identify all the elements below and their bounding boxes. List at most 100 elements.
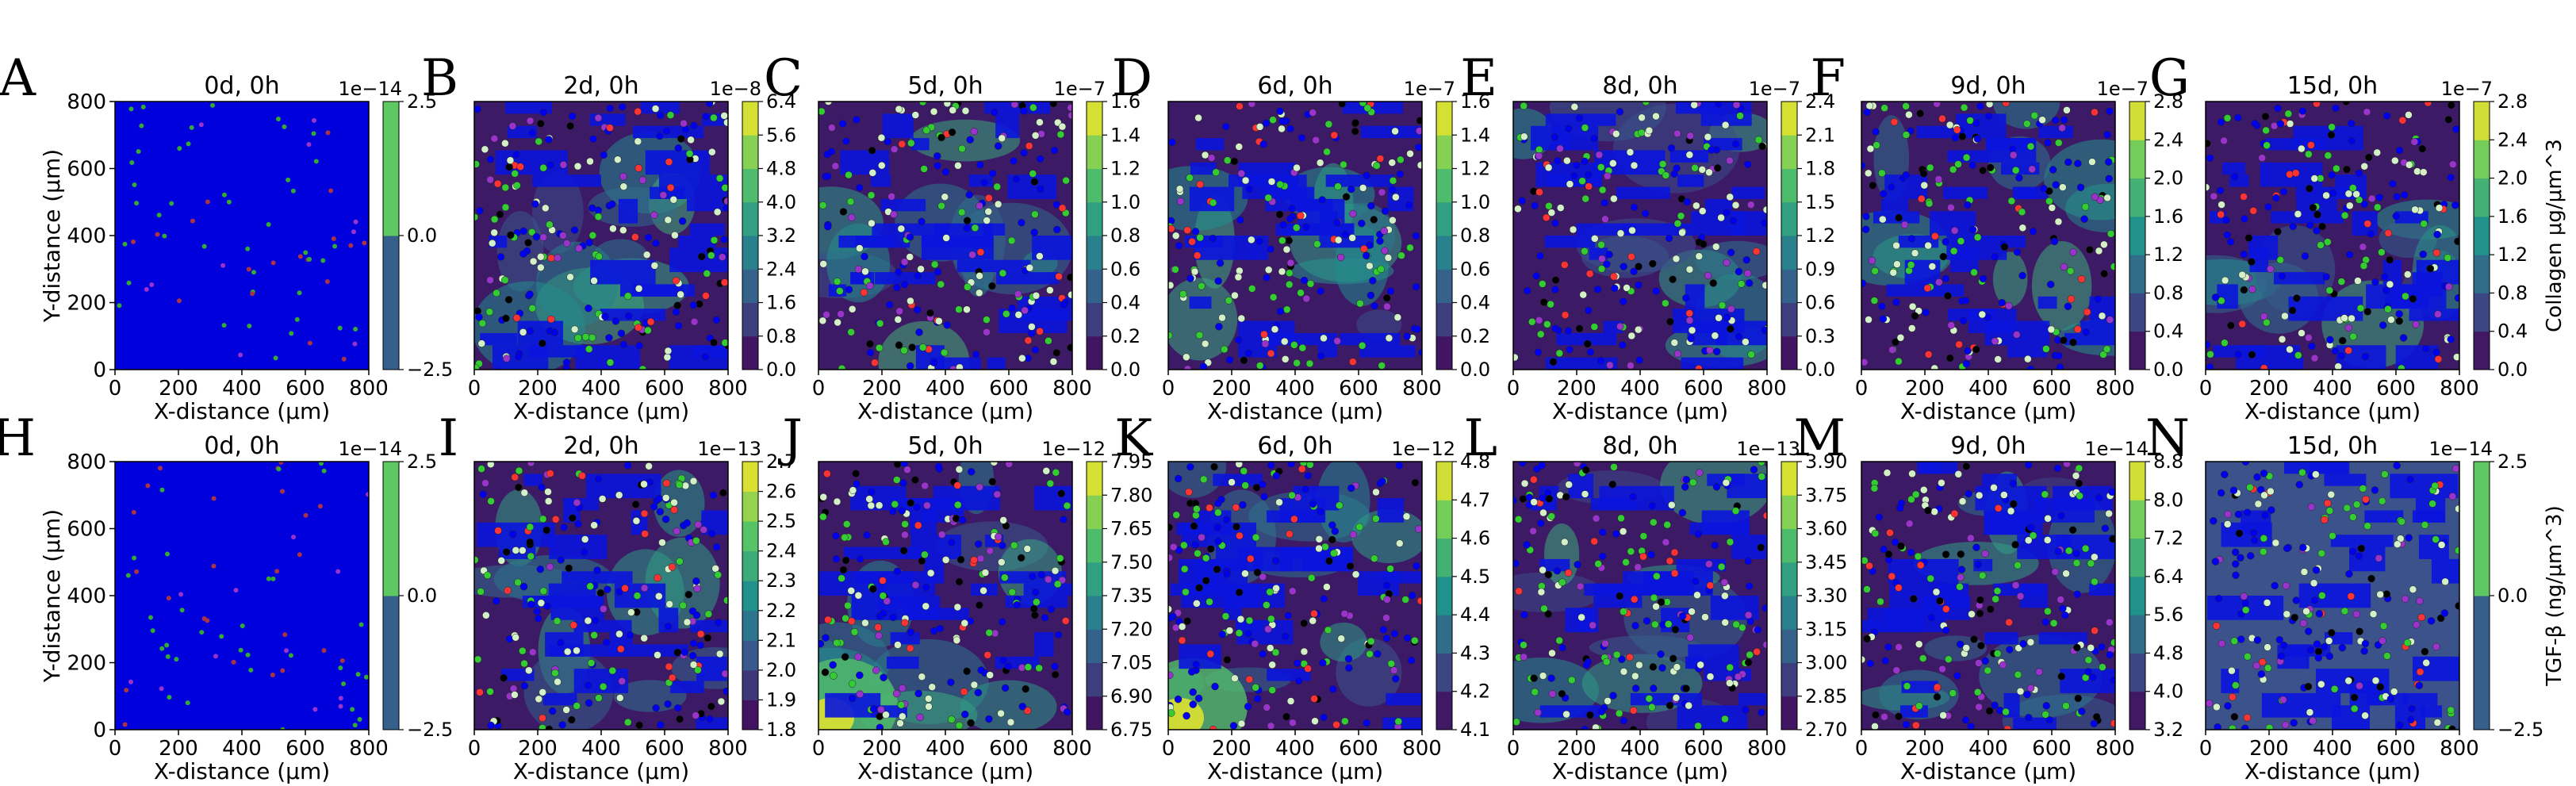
colorbar-tick-label: 3.15 bbox=[1805, 618, 1847, 640]
colorbar-tick-label: 0.8 bbox=[766, 325, 796, 347]
x-tick-label: 400 bbox=[1275, 737, 1315, 761]
x-tick-label: 800 bbox=[1747, 377, 1787, 401]
panel-title: 8d, 0h bbox=[1602, 432, 1677, 460]
x-tick-label: 800 bbox=[2440, 737, 2479, 761]
plot-area-K bbox=[1168, 462, 1422, 730]
colorbar-J: 6.75 6.90 7.05 7.20 7.35 7.50 7.65 7.80 7.951e−1… bbox=[1041, 438, 1152, 741]
colorbar-tick-label: 0.8 bbox=[2153, 282, 2183, 304]
colorbar-segment bbox=[2129, 102, 2145, 140]
colorbar-tick-label: 0.2 bbox=[1110, 325, 1140, 347]
colorbar-segment bbox=[2474, 331, 2490, 370]
colorbar-segment bbox=[1087, 302, 1102, 337]
colorbar-segment bbox=[1087, 168, 1102, 203]
colorbar-segment bbox=[742, 168, 758, 203]
colorbar-tick-label: 2.7 bbox=[766, 451, 796, 473]
colorbar-tick-label: 1.2 bbox=[1110, 158, 1140, 180]
colorbar-segment bbox=[1087, 696, 1102, 730]
x-axis-label: X-distance (μm) bbox=[2244, 758, 2421, 784]
x-tick-label: 600 bbox=[989, 737, 1029, 761]
colorbar-tick-label: 1.6 bbox=[1110, 90, 1140, 113]
panel-letter: G bbox=[2149, 49, 2190, 108]
panel-M: 0 200 400 600 800 X-distance (μm) 9d, 0h M 3.2 4.… bbox=[1793, 409, 2183, 784]
colorbar-segment bbox=[742, 700, 758, 730]
colorbar-segment bbox=[1436, 302, 1452, 337]
colorbar-segment bbox=[2474, 462, 2490, 596]
colorbar-segment bbox=[2474, 596, 2490, 730]
y-axis-label: Y-distance (μm) bbox=[39, 149, 65, 323]
x-tick-label: 600 bbox=[286, 737, 325, 761]
colorbar-segment bbox=[742, 491, 758, 522]
colorbar-segment bbox=[742, 521, 758, 552]
panel-letter: N bbox=[2145, 409, 2190, 468]
colorbar-tick-label: 0.0 bbox=[2497, 358, 2528, 381]
colorbar-label: Collagen μg/μm^3 bbox=[2543, 139, 2566, 332]
x-tick-label: 0 bbox=[1855, 737, 1869, 761]
colorbar-segment bbox=[742, 462, 758, 493]
colorbar-G: 0.0 0.4 0.8 1.2 1.6 2.0 2.4 2.81e−7 Collagen μg/… bbox=[2441, 78, 2566, 381]
colorbar-tick-label: 1.6 bbox=[2153, 205, 2183, 228]
x-axis-label: X-distance (μm) bbox=[1552, 398, 1728, 424]
colorbar-exponent: 1e−13 bbox=[1736, 438, 1800, 460]
colorbar-tick-label: 4.7 bbox=[1460, 489, 1490, 511]
panel-letter: B bbox=[421, 49, 458, 108]
colorbar-segment bbox=[742, 236, 758, 270]
colorbar-M: 3.2 4.0 4.8 5.6 6.4 7.2 8.0 8.81e−14 bbox=[2084, 438, 2183, 741]
x-tick-label: 0 bbox=[2199, 737, 2213, 761]
colorbar-tick-label: 1.2 bbox=[1460, 158, 1490, 180]
colorbar-segment bbox=[1781, 562, 1797, 596]
colorbar-B: 0.0 0.8 1.6 2.4 3.2 4.0 4.8 5.6 6.41e−8 bbox=[710, 78, 797, 381]
colorbar-tick-label: 0.8 bbox=[2497, 282, 2528, 304]
panel-N: 0 200 400 600 800 X-distance (μm) 15d, 0h N −2.5… bbox=[2145, 409, 2566, 784]
colorbar-segment bbox=[1781, 201, 1797, 236]
x-axis-label: X-distance (μm) bbox=[154, 398, 330, 424]
colorbar-tick-label: 1.8 bbox=[766, 719, 796, 741]
colorbar-segment bbox=[1436, 269, 1452, 303]
colorbar-tick-label: 2.4 bbox=[1805, 90, 1835, 113]
colorbar-segment bbox=[2129, 331, 2145, 370]
colorbar-segment bbox=[1087, 269, 1102, 303]
x-tick-label: 600 bbox=[989, 377, 1029, 401]
colorbar-tick-label: 2.0 bbox=[2497, 167, 2528, 190]
colorbar-segment bbox=[1087, 596, 1102, 630]
x-tick-label: 600 bbox=[1339, 377, 1378, 401]
x-tick-label: 800 bbox=[349, 377, 389, 401]
plot-area-F bbox=[1861, 102, 2115, 370]
x-tick-label: 200 bbox=[1212, 377, 1252, 401]
colorbar-exponent: 1e−7 bbox=[1054, 78, 1106, 100]
colorbar-segment bbox=[2129, 538, 2145, 577]
colorbar-segment bbox=[1087, 236, 1102, 270]
colorbar-tick-label: 4.1 bbox=[1460, 719, 1490, 741]
x-tick-label: 600 bbox=[2376, 737, 2416, 761]
colorbar-segment bbox=[1781, 662, 1797, 697]
colorbar-tick-label: 6.75 bbox=[1110, 719, 1152, 741]
colorbar-segment bbox=[383, 236, 399, 370]
colorbar-K: 4.1 4.2 4.3 4.4 4.5 4.6 4.7 4.81e−12 bbox=[1391, 438, 1490, 741]
x-tick-label: 400 bbox=[581, 737, 621, 761]
colorbar-tick-label: 8.0 bbox=[2153, 489, 2183, 511]
colorbar-segment bbox=[2474, 140, 2490, 179]
x-tick-label: 400 bbox=[222, 377, 262, 401]
colorbar-tick-label: 0.4 bbox=[1110, 292, 1140, 314]
plot-area-D bbox=[1168, 102, 1422, 370]
x-tick-label: 400 bbox=[926, 377, 965, 401]
x-axis-label: X-distance (μm) bbox=[2244, 398, 2421, 424]
colorbar-exponent: 1e−8 bbox=[710, 78, 761, 100]
x-tick-label: 200 bbox=[1212, 737, 1252, 761]
colorbar-exponent: 1e−14 bbox=[2428, 438, 2493, 460]
colorbar-segment bbox=[1087, 102, 1102, 136]
colorbar-tick-label: 2.70 bbox=[1805, 719, 1847, 741]
colorbar-segment bbox=[1436, 236, 1452, 270]
colorbar-tick-label: 2.5 bbox=[2497, 451, 2528, 473]
colorbar-tick-label: 3.90 bbox=[1805, 451, 1847, 473]
panel-letter: C bbox=[764, 49, 803, 108]
y-tick-label: 600 bbox=[67, 158, 106, 182]
plot-area-I bbox=[474, 462, 728, 730]
colorbar-segment bbox=[2129, 178, 2145, 217]
colorbar-tick-label: 0.6 bbox=[1460, 258, 1490, 280]
colorbar-segment bbox=[1436, 500, 1452, 539]
colorbar-tick-label: 1.6 bbox=[766, 292, 796, 314]
colorbar-label: TGF-β (ng/μm^3) bbox=[2543, 505, 2566, 686]
panel-letter: F bbox=[1811, 49, 1846, 108]
